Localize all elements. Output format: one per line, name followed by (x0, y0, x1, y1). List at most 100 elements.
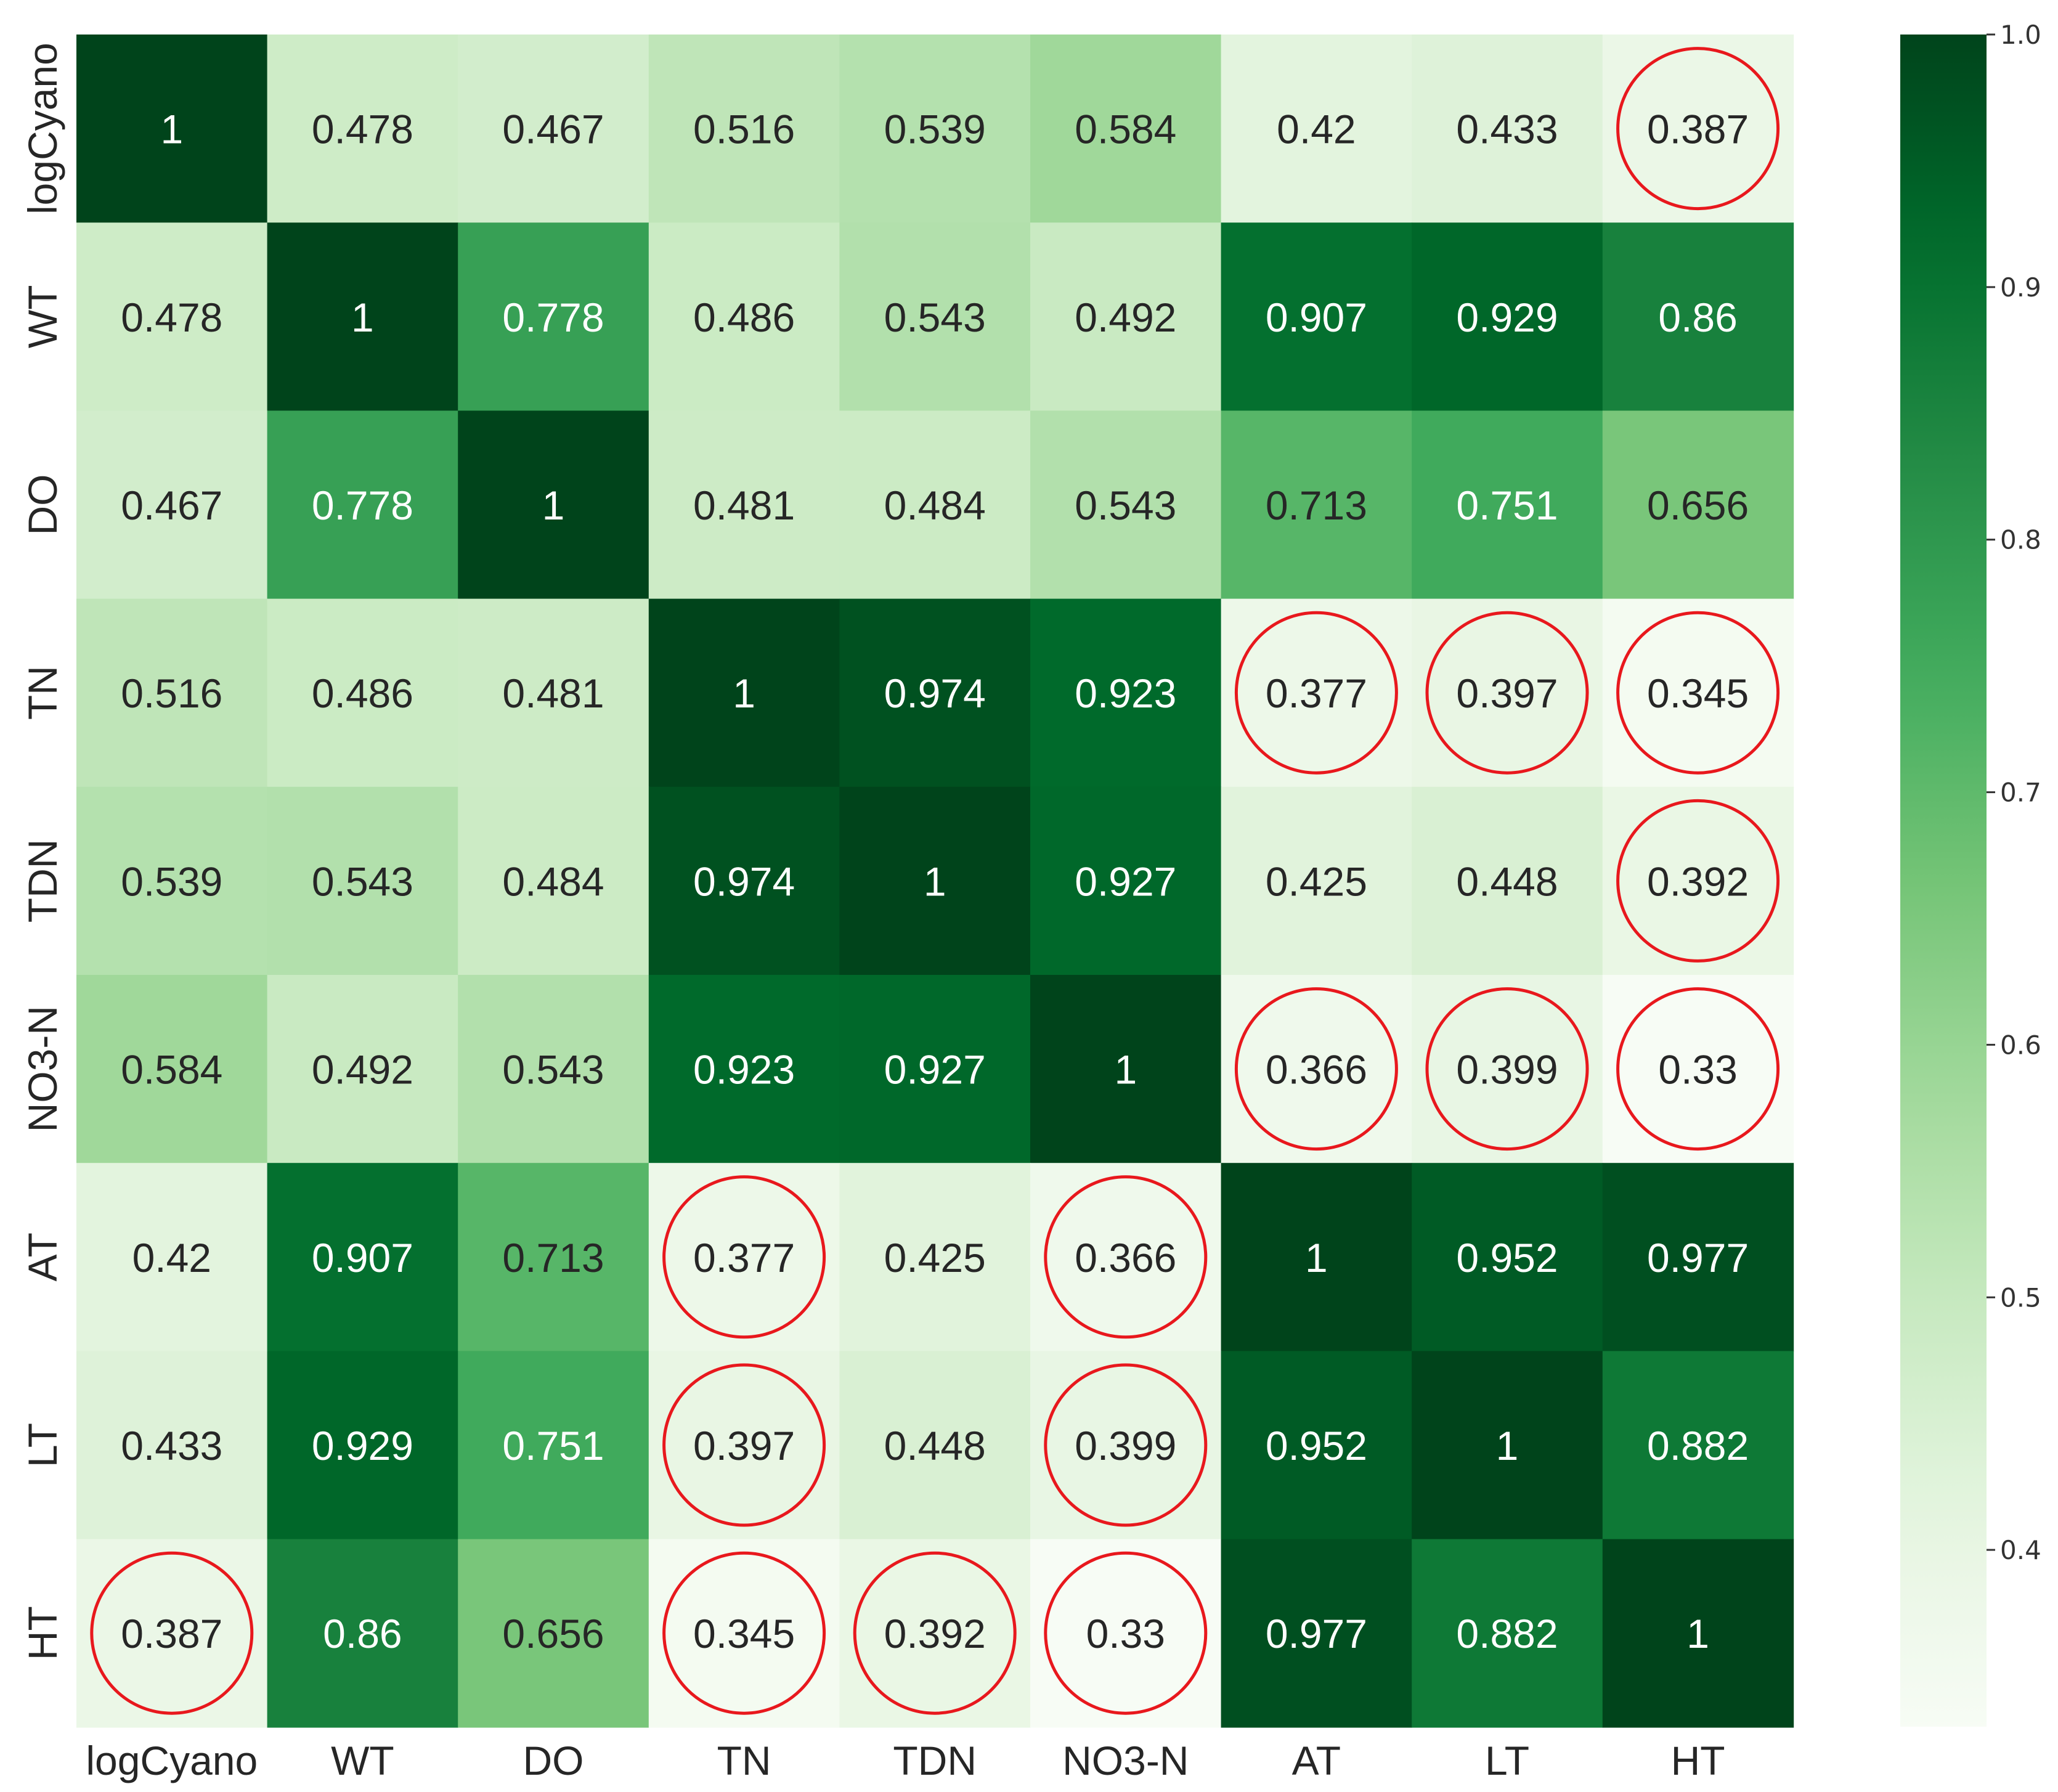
heatmap-cell (1221, 1163, 1412, 1352)
heatmap-cell (1221, 1539, 1412, 1728)
heatmap-cell (839, 786, 1031, 975)
heatmap-cell (839, 222, 1031, 412)
cell-value-label: 0.387 (121, 1611, 222, 1656)
cell-value-label: 0.345 (693, 1611, 795, 1656)
highlight-circle (1616, 987, 1780, 1151)
highlight-circle (1234, 611, 1398, 775)
highlight-circle (662, 1551, 826, 1715)
cell-value-label: 0.86 (1658, 295, 1737, 340)
highlight-circle (1234, 987, 1398, 1151)
cell-value-label: 0.448 (1456, 858, 1558, 904)
heatmap-cell (267, 598, 458, 788)
cell-value-label: 0.433 (1456, 107, 1558, 152)
heatmap-cell (648, 410, 840, 600)
cell-value-label: 0.923 (693, 1047, 795, 1093)
heatmap-cell (267, 222, 458, 412)
cell-value-label: 0.584 (1075, 107, 1176, 152)
cell-value-label: 0.392 (884, 1611, 986, 1656)
cell-value-label: 0.907 (312, 1235, 413, 1281)
heatmap-cell (1602, 35, 1794, 223)
cell-value-label: 0.425 (884, 1235, 986, 1281)
heatmap-cell (1030, 786, 1222, 975)
cell-value-label: 1 (351, 295, 374, 340)
highlight-circle (1044, 1551, 1208, 1715)
heatmap-cell (76, 35, 268, 223)
cell-value-label: 0.399 (1456, 1047, 1558, 1093)
heatmap-cell (1412, 975, 1603, 1163)
y-tick-label: LT (20, 1423, 65, 1467)
cell-value-label: 0.977 (1647, 1235, 1749, 1281)
highlight-circle (662, 1175, 826, 1339)
cell-value-label: 0.713 (502, 1235, 604, 1281)
heatmap-cell (648, 1351, 840, 1540)
x-tick-label: NO3-N (1062, 1738, 1189, 1783)
cell-value-label: 0.377 (1266, 670, 1367, 716)
colorbar-tick-label: 0.8 (2000, 525, 2041, 555)
heatmap-cell (839, 975, 1031, 1163)
heatmap-cell (1602, 786, 1794, 975)
y-tick-label: AT (20, 1232, 65, 1281)
x-tick-label: logCyano (86, 1738, 258, 1783)
heatmap-cell (1221, 598, 1412, 788)
cell-value-label: 0.751 (502, 1423, 604, 1468)
heatmap-cell (458, 1163, 649, 1352)
cell-value-label: 0.484 (502, 858, 604, 904)
heatmap-cells (76, 35, 1794, 1728)
highlight-circle (1425, 611, 1589, 775)
y-tick-label: TDN (20, 839, 65, 923)
heatmap-cell (839, 1163, 1031, 1352)
cell-value-label: 0.486 (693, 295, 795, 340)
heatmap-cell (648, 975, 840, 1163)
colorbar-bar (1900, 35, 1987, 1727)
heatmap-cell (76, 598, 268, 788)
cell-value-label: 1 (542, 483, 565, 528)
cell-value-label: 0.751 (1456, 483, 1558, 528)
cell-value-labels: 1 0.478 0.467 0.516 0.539 0.584 0.42 0.433 0.387… (121, 107, 1749, 1657)
cell-value-label: 0.974 (884, 670, 986, 716)
highlight-circle (90, 1551, 254, 1715)
cell-value-label: 1 (1305, 1235, 1328, 1281)
heatmap-cell (1030, 598, 1222, 788)
heatmap-cell (1030, 975, 1222, 1163)
cell-value-label: 0.377 (693, 1235, 795, 1281)
heatmap-cell (458, 1351, 649, 1540)
x-tick-label: TN (717, 1738, 771, 1783)
cell-value-label: 0.345 (1647, 670, 1749, 716)
heatmap-cell (648, 1163, 840, 1352)
colorbar-tick-label: 0.9 (2000, 272, 2041, 303)
cell-value-label: 1 (924, 858, 946, 904)
heatmap-cell (1412, 1163, 1603, 1352)
heatmap-cell (1030, 410, 1222, 600)
cell-value-label: 0.778 (502, 295, 604, 340)
heatmap-cell (1221, 1351, 1412, 1540)
heatmap-cell (1221, 222, 1412, 412)
highlight-circle (1044, 1363, 1208, 1527)
cell-value-label: 1 (733, 670, 755, 716)
cell-value-label: 0.927 (884, 1047, 986, 1093)
heatmap-cell (1602, 1351, 1794, 1540)
heatmap-cell (1602, 1163, 1794, 1352)
heatmap-cell (458, 975, 649, 1163)
cell-value-label: 0.478 (121, 295, 222, 340)
heatmap-cell (458, 598, 649, 788)
heatmap-cell (1412, 1539, 1603, 1728)
y-tick-label: NO3-N (20, 1006, 65, 1132)
cell-value-label: 0.539 (121, 858, 222, 904)
heatmap-cell (839, 598, 1031, 788)
colorbar-tick-label: 0.7 (2000, 778, 2041, 808)
x-tick-label: DO (523, 1738, 584, 1783)
cell-value-label: 0.397 (693, 1423, 795, 1468)
cell-value-label: 0.952 (1456, 1235, 1558, 1281)
cell-value-label: 0.543 (502, 1047, 604, 1093)
x-tick-label: TDN (893, 1738, 977, 1783)
colorbar-tick-label: 0.4 (2000, 1535, 2041, 1565)
colorbar-tick-label: 0.6 (2000, 1030, 2041, 1060)
heatmap-cell (648, 786, 840, 975)
highlight-circle (1616, 47, 1780, 211)
cell-value-label: 0.486 (312, 670, 413, 716)
x-tick-label: HT (1671, 1738, 1725, 1783)
cell-value-label: 0.481 (502, 670, 604, 716)
y-tick-label: TN (20, 666, 65, 720)
heatmap-cell (1412, 410, 1603, 600)
heatmap-cell (76, 410, 268, 600)
